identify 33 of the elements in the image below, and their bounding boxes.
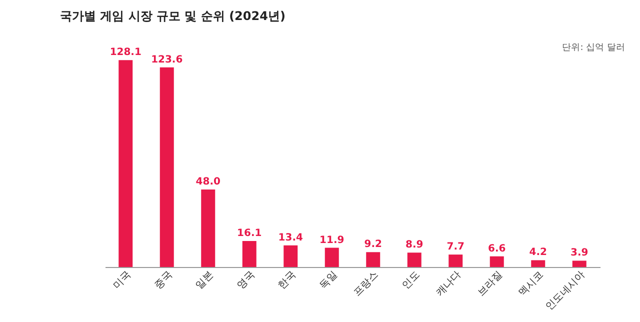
bar (407, 252, 422, 267)
bar (284, 245, 298, 267)
data-label: 3.9 (570, 248, 588, 259)
bar (201, 189, 216, 267)
bar (118, 60, 133, 267)
text: 단위: 십억 달러 (562, 43, 625, 53)
bar (572, 260, 586, 267)
data-label: 128.1 (110, 47, 142, 58)
data-label: 8.9 (406, 240, 424, 251)
x-tick-label: 일본 (194, 270, 216, 292)
bar (242, 240, 256, 267)
x-tick-label: 인도 (400, 270, 422, 292)
x-tick-label: 미국 (111, 270, 134, 292)
data-label: 4.2 (529, 247, 548, 258)
bar (531, 260, 546, 267)
data-label: 9.2 (364, 239, 382, 250)
bar (324, 248, 339, 267)
data-label: 11.9 (320, 234, 344, 246)
x-tick-label: 한국 (276, 270, 298, 292)
x-tick-label: 중국 (152, 270, 175, 292)
x-tick-label: 영국 (235, 270, 258, 292)
data-label: 13.4 (278, 232, 303, 244)
x-tick-label: 독일 (318, 270, 340, 292)
bar (366, 252, 380, 267)
bar (448, 254, 463, 267)
bar (490, 256, 504, 267)
data-label: 48.0 (196, 176, 220, 188)
data-label: 123.6 (151, 54, 183, 66)
chart-title: 국가별 게임 시장 규모 및 순위 (2024년) (60, 9, 286, 23)
bar (160, 67, 174, 267)
data-label: 7.7 (446, 242, 465, 253)
data-label: 6.6 (488, 243, 506, 254)
data-label: 16.1 (237, 228, 262, 239)
